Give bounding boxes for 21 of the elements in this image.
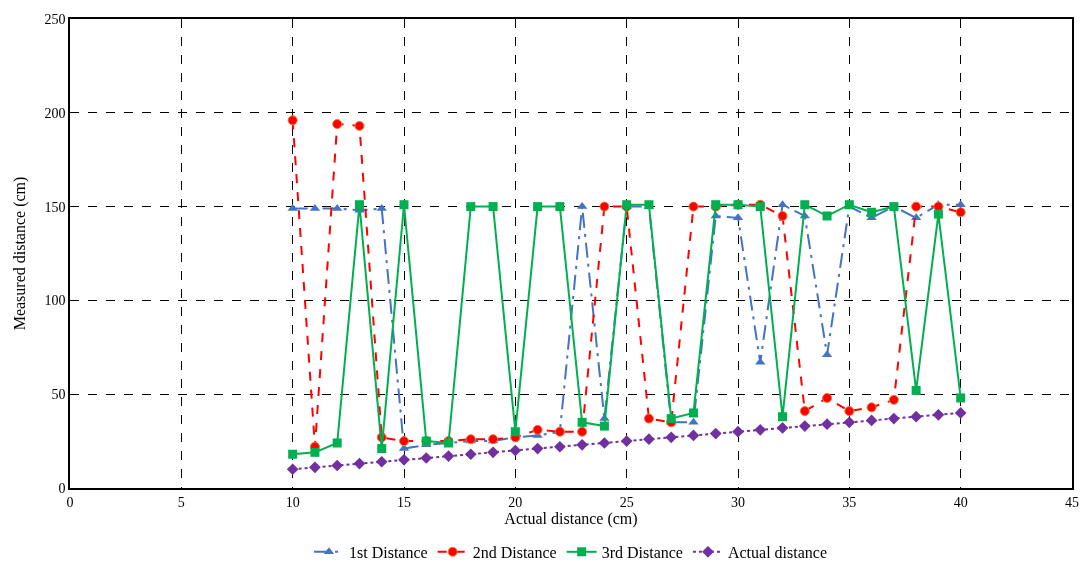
legend-label: Actual distance xyxy=(727,544,828,562)
x-tick-label: 40 xyxy=(953,494,968,510)
y-tick-label: 150 xyxy=(44,199,66,215)
x-tick-label: 15 xyxy=(397,494,411,510)
legend-label: 1st Distance xyxy=(349,544,428,562)
x-tick-label: 35 xyxy=(842,494,857,510)
x-tick-label: 5 xyxy=(177,494,185,510)
x-tick-label: 45 xyxy=(1065,494,1079,510)
legend-label: 2nd Distance xyxy=(472,544,557,562)
y-tick-label: 0 xyxy=(58,480,66,496)
x-tick-label: 30 xyxy=(731,494,745,510)
x-axis-title: Actual distance (cm) xyxy=(504,509,638,528)
y-tick-label: 200 xyxy=(44,105,66,121)
y-tick-label: 50 xyxy=(51,387,66,403)
y-tick-label: 100 xyxy=(44,293,66,309)
x-tick-label: 10 xyxy=(285,494,300,510)
y-tick-label: 250 xyxy=(44,11,66,27)
x-tick-label: 25 xyxy=(619,494,634,510)
x-tick-label: 20 xyxy=(508,494,523,510)
y-axis-title: Measured distance (cm) xyxy=(10,176,29,331)
legend-label: 3rd Distance xyxy=(601,544,683,562)
